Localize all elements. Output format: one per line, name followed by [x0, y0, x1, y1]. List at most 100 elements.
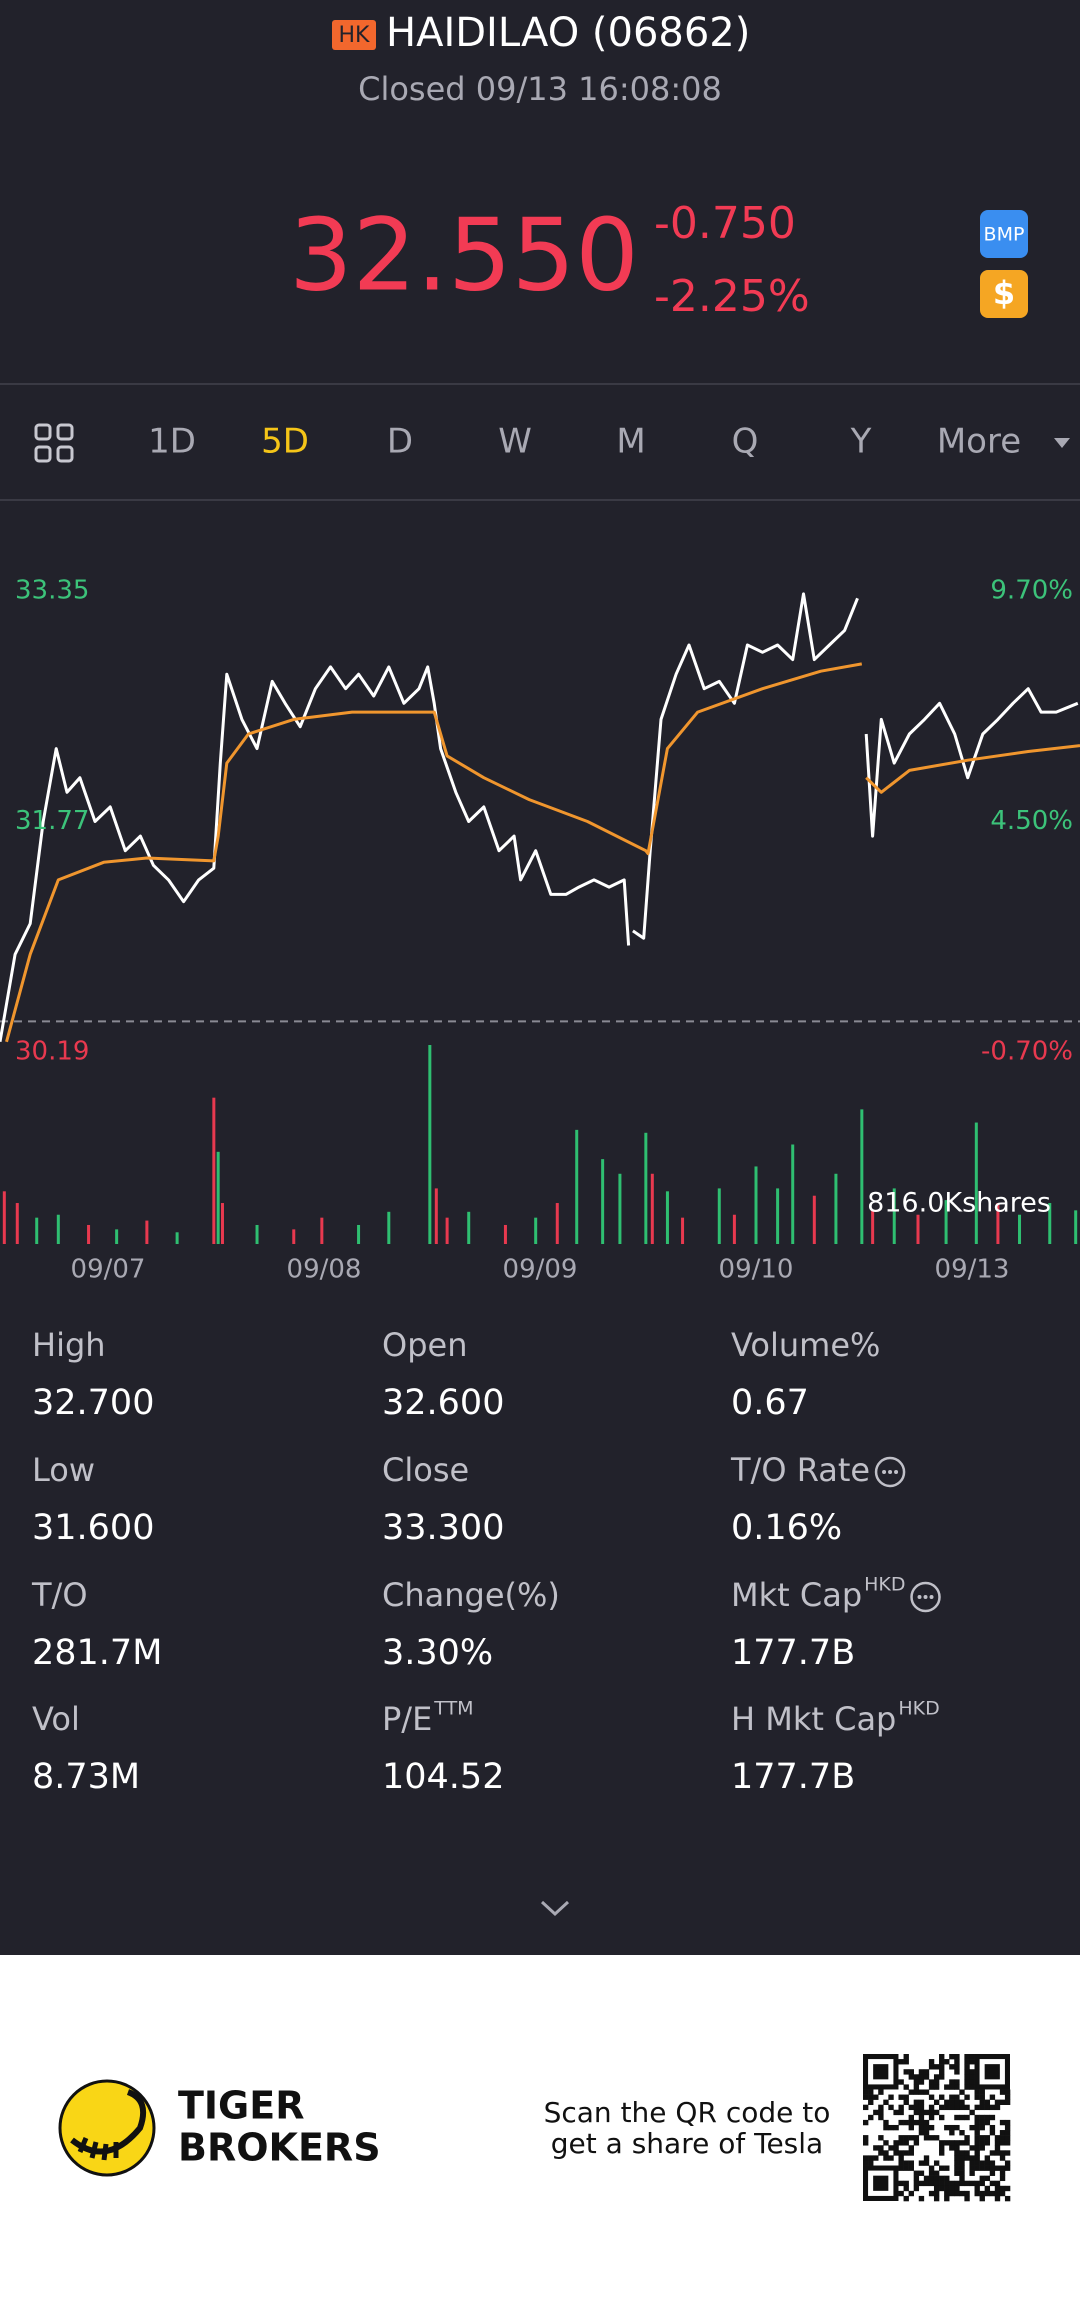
- qr-module: [959, 2104, 965, 2111]
- qr-code[interactable]: [862, 2053, 1011, 2202]
- qr-module: [954, 2099, 960, 2105]
- qr-module: [974, 2114, 980, 2121]
- qr-module: [964, 2140, 970, 2146]
- more-arrow[interactable]: [1054, 438, 1070, 448]
- stat-label: Low: [32, 1451, 95, 1489]
- qr-module: [984, 2185, 991, 2192]
- qr-module: [999, 2175, 1006, 2182]
- qr-module: [903, 2160, 909, 2166]
- layout-icon[interactable]: [34, 423, 74, 463]
- qr-module: [969, 2170, 975, 2176]
- stat-value: 31.600: [32, 1508, 154, 1548]
- qr-module: [939, 2185, 945, 2192]
- qr-module: [944, 2195, 950, 2202]
- qr-module: [1004, 2130, 1011, 2136]
- qr-module: [989, 2094, 996, 2100]
- volume-bar: [575, 1129, 579, 1244]
- qr-module: [1004, 2094, 1011, 2100]
- qr-module: [954, 2170, 960, 2176]
- period-tab[interactable]: W: [498, 422, 532, 462]
- volume-bar: [1048, 1203, 1052, 1244]
- qr-module: [863, 2094, 869, 2100]
- qr-module: [944, 2124, 950, 2131]
- period-tab[interactable]: Q: [732, 422, 759, 462]
- qr-module: [913, 2175, 920, 2182]
- info-icon-dot: [917, 1595, 922, 1599]
- qr-module: [923, 2135, 930, 2141]
- period-tab[interactable]: D: [387, 422, 413, 462]
- volume-bar: [974, 1122, 978, 1244]
- period-tab[interactable]: 5D: [261, 422, 309, 462]
- qr-module: [979, 2160, 985, 2166]
- volume-bar: [175, 1232, 179, 1244]
- qr-module: [964, 2180, 970, 2187]
- qr-module: [903, 2135, 909, 2141]
- qr-module: [928, 2059, 935, 2065]
- qr-module: [974, 2089, 980, 2095]
- qr-module: [979, 2165, 985, 2171]
- qr-module: [918, 2089, 925, 2095]
- qr-module: [959, 2170, 965, 2176]
- qr-module: [939, 2114, 945, 2121]
- qr-module: [959, 2114, 965, 2121]
- expand-chevron[interactable]: [540, 1900, 570, 1917]
- qr-module: [939, 2140, 945, 2146]
- qr-module: [939, 2059, 945, 2065]
- qr-module: [959, 2099, 965, 2105]
- stat-label: High: [32, 1326, 106, 1364]
- qr-module: [964, 2059, 970, 2065]
- period-tab[interactable]: M: [616, 422, 645, 462]
- qr-module: [989, 2150, 996, 2156]
- period-tab[interactable]: 1D: [148, 422, 196, 462]
- qr-module: [954, 2160, 960, 2166]
- qr-module: [989, 2165, 996, 2171]
- info-icon[interactable]: [874, 1456, 906, 1488]
- qr-module: [949, 2190, 955, 2197]
- period-tab[interactable]: More: [937, 422, 1021, 462]
- x-tick-label: 09/09: [503, 1255, 578, 1285]
- volume-bar: [87, 1224, 91, 1244]
- qr-module: [969, 2145, 975, 2151]
- qr-module: [878, 2104, 884, 2111]
- stat-value: 281.7M: [32, 1633, 162, 1673]
- qr-module: [944, 2099, 950, 2105]
- x-tick-label: 09/07: [71, 1255, 146, 1285]
- qr-module: [949, 2064, 955, 2070]
- qr-module: [959, 2165, 965, 2171]
- qr-module: [994, 2195, 1001, 2202]
- period-tab[interactable]: Y: [850, 422, 872, 462]
- qr-module: [928, 2079, 935, 2085]
- qr-module: [949, 2054, 955, 2060]
- stat-value: 0.67: [731, 1383, 809, 1423]
- qr-module: [928, 2170, 935, 2176]
- qr-module: [1004, 2089, 1011, 2095]
- stat-value: 104.52: [382, 1757, 504, 1797]
- qr-module: [949, 2124, 955, 2131]
- qr-module: [964, 2114, 970, 2121]
- qr-module: [908, 2165, 914, 2171]
- info-icon[interactable]: [910, 1581, 941, 1613]
- qr-module: [903, 2140, 909, 2146]
- qr-module: [893, 2124, 899, 2131]
- qr-module: [989, 2130, 996, 2136]
- qr-module: [964, 2195, 970, 2202]
- volume-bar: [681, 1217, 685, 1244]
- qr-module: [883, 2140, 889, 2146]
- qr-module: [908, 2145, 914, 2151]
- qr-module: [959, 2140, 965, 2146]
- dark-background: [0, 0, 1080, 1955]
- stat-label: P/E: [382, 1700, 432, 1738]
- stat-label: Open: [382, 1326, 467, 1364]
- qr-module: [903, 2084, 909, 2090]
- dollar-icon[interactable]: [980, 270, 1028, 318]
- qr-module: [873, 2145, 879, 2151]
- qr-module: [913, 2170, 920, 2176]
- qr-module: [954, 2084, 960, 2090]
- qr-module: [999, 2130, 1006, 2136]
- qr-module: [898, 2119, 904, 2126]
- bmp-icon[interactable]: [980, 210, 1028, 258]
- qr-module: [1004, 2124, 1011, 2131]
- stat-label-sup: TTM: [433, 1698, 473, 1720]
- volume-bar: [428, 1045, 432, 1244]
- qr-module: [939, 2069, 945, 2075]
